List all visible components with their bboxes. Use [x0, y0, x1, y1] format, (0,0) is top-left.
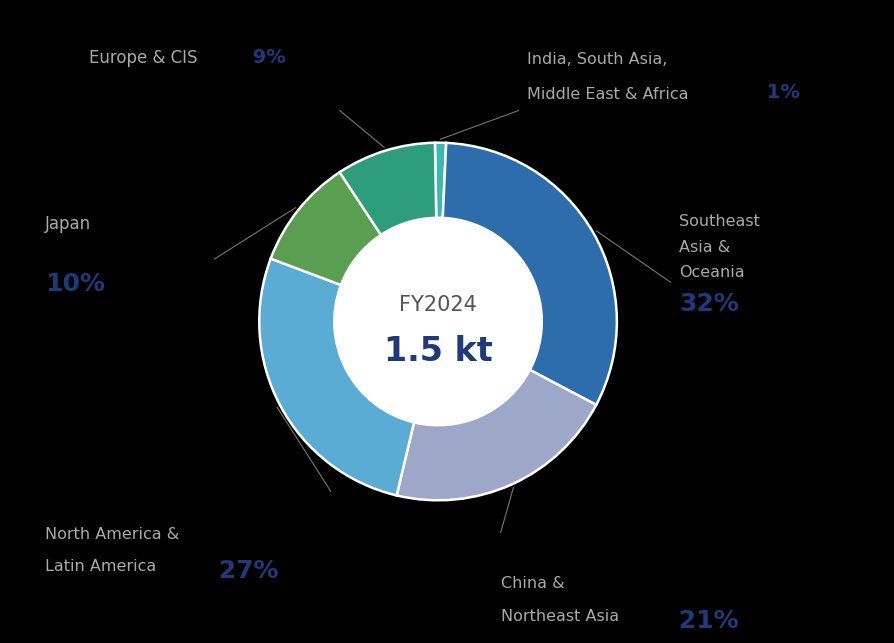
- Wedge shape: [340, 143, 436, 235]
- Text: Northeast Asia: Northeast Asia: [501, 608, 619, 624]
- Wedge shape: [435, 143, 446, 218]
- Wedge shape: [271, 172, 381, 285]
- Text: Japan: Japan: [45, 215, 91, 233]
- Text: North America &: North America &: [45, 527, 179, 542]
- Text: Asia &: Asia &: [679, 240, 730, 255]
- Wedge shape: [259, 258, 414, 496]
- Text: Oceania: Oceania: [679, 266, 745, 280]
- Text: Latin America: Latin America: [45, 559, 156, 574]
- Wedge shape: [443, 143, 617, 405]
- Text: 1.5 kt: 1.5 kt: [384, 336, 493, 368]
- Text: Europe & CIS: Europe & CIS: [89, 49, 198, 67]
- Circle shape: [334, 218, 542, 425]
- Text: 27%: 27%: [210, 559, 279, 583]
- Text: 9%: 9%: [246, 48, 285, 67]
- Text: 1%: 1%: [760, 83, 800, 102]
- Text: Southeast: Southeast: [679, 214, 760, 229]
- Text: 10%: 10%: [45, 271, 105, 296]
- Text: Middle East & Africa: Middle East & Africa: [527, 87, 689, 102]
- Text: FY2024: FY2024: [399, 295, 477, 316]
- Text: 21%: 21%: [670, 608, 739, 633]
- Text: China &: China &: [501, 576, 564, 592]
- Text: India, South Asia,: India, South Asia,: [527, 51, 668, 67]
- Text: 32%: 32%: [679, 292, 739, 316]
- Wedge shape: [397, 370, 596, 500]
